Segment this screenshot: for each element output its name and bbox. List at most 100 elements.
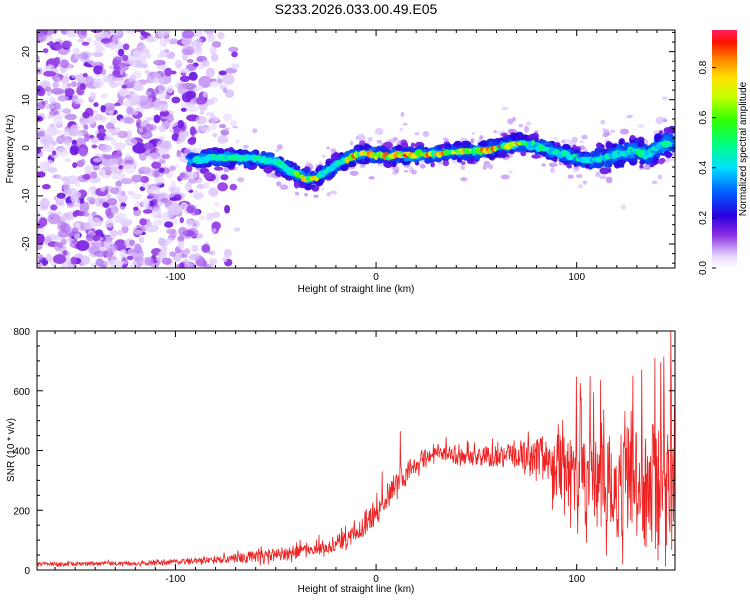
spectrogram-cell-654 [149,186,160,194]
spectrogram-cell-2152 [659,130,663,135]
spectrogram-cell-909 [139,44,147,50]
spectrogram-y-tick-label: -10 [21,188,32,203]
spectrogram-cell-765 [211,41,222,48]
spectrogram-cell-809 [110,138,118,146]
spectrogram-cell-500 [39,197,50,209]
spectrogram-cell-665 [180,253,188,258]
spectrogram-cell-278 [72,47,80,55]
spectrogram-cell-633 [93,39,103,48]
spectrogram-cell-559 [83,221,92,230]
spectrogram-cell-1182 [550,167,555,174]
snr-y-tick-label: 200 [13,506,30,517]
spectrogram-cell-832 [91,241,102,249]
spectrogram-cell-912 [37,32,47,43]
spectrogram-cell-995 [113,65,121,71]
spectrogram-cell-820 [93,250,107,257]
spectrogram-cell-976 [129,99,139,106]
spectrogram-cell-60 [179,75,191,83]
spectrogram-cell-708 [155,64,162,69]
spectrogram-cell-579 [121,256,127,261]
spectrogram-cell-594 [124,238,136,248]
spectrogram-cell-931 [57,242,64,249]
spectrogram-cell-1170 [507,118,514,125]
spectrogram-cell-850 [165,238,173,244]
spectrogram-cell-584 [231,51,238,58]
snr-y-tick-label: 0 [24,566,30,577]
spectrogram-cell-968 [170,228,177,239]
colorbar-label: Normalized spectral amplitude [738,81,749,216]
spectrogram-cell-719 [229,119,238,126]
spectrogram-cell-869 [201,244,211,253]
spectrogram-cell-530 [171,96,181,104]
spectrogram-cell-854 [63,181,71,193]
spectrogram-cell-1067 [518,124,524,128]
spectrogram-cell-1144 [657,174,663,180]
spectrogram-cell-1138 [460,177,468,182]
spectrogram-cell-2445 [608,158,613,164]
spectrogram-cell-1271 [507,128,515,134]
spectrogram-cell-576 [70,81,77,88]
spectrogram-cell-2279 [604,162,610,168]
spectrogram-cell-953 [65,30,77,38]
spectrogram-y-tick-label: 20 [21,46,32,58]
spectrogram-cell-1219 [276,181,282,187]
spectrogram-cell-452 [109,42,117,50]
spectrogram-cell-1259 [655,116,664,125]
spectrogram-cell-2606 [657,149,663,154]
spectrogram-cell-730 [141,198,150,208]
colorbar-tick-label: 0.2 [698,211,709,225]
spectrogram-cell-585 [185,181,192,192]
spectrogram-cell-2520 [649,163,655,168]
spectrogram-cell-887 [177,119,184,129]
spectrogram-cell-2527 [383,159,393,169]
spectrogram-cell-575 [72,162,78,169]
spectrogram-cell-766 [177,240,185,250]
spectrogram-cell-163 [158,159,166,165]
spectrogram-cell-863 [157,149,165,155]
spectrogram-cell-975 [45,103,56,110]
spectrogram-cell-1022 [186,59,194,63]
spectrogram-cell-517 [116,62,129,72]
spectrogram-cell-883 [125,152,131,159]
snr-y-tick-label: 800 [13,327,30,338]
spectrogram-cell-994 [78,147,88,157]
spectrogram-cell-939 [120,69,124,76]
spectrogram-cell-250 [224,204,231,214]
spectrogram-cell-774 [135,30,144,33]
spectrogram-cell-696 [53,110,59,115]
spectrogram-cell-2744 [510,150,514,155]
spectrogram-cell-917 [100,186,106,192]
spectrogram-cell-698 [205,67,215,78]
spectrogram-cell-1147 [232,125,238,129]
spectrogram-cell-978 [181,38,191,45]
spectrogram-cell-810 [86,75,94,86]
spectrogram-cell-2772 [399,157,405,164]
spectrogram-cell-1234 [493,130,497,133]
spectrogram-cell-528 [140,130,153,140]
spectrogram-x-tick-label: 0 [373,272,379,283]
spectrogram-cell-1020 [179,67,190,74]
spectrogram-cell-1070 [605,176,613,184]
spectrogram-cell-865 [79,83,86,90]
spectrogram-cell-898 [56,192,66,199]
spectrogram-cell-1207 [404,170,409,173]
spectrogram-cell-940 [102,75,113,82]
spectrogram-cell-2556 [665,151,672,159]
spectrogram-cell-312 [150,36,157,43]
spectrogram-cell-571 [190,136,197,143]
spectrogram-cell-743 [69,190,82,199]
spectrogram-cell-900 [133,206,139,211]
spectrogram-cell-2444 [663,127,672,134]
spectrogram-cell-990 [82,111,90,119]
spectrogram-cell-1822 [599,167,610,175]
spectrogram-cell-368 [140,63,148,69]
spectrogram-cell-979 [131,174,144,183]
spectrogram-cell-381 [174,164,180,168]
spectrogram-cell-566 [79,201,90,213]
spectrogram-cell-950 [90,30,103,33]
spectrogram-cell-364 [47,167,58,173]
spectrogram-y-tick-label: 10 [21,94,32,106]
spectrogram-cell-769 [100,31,111,40]
